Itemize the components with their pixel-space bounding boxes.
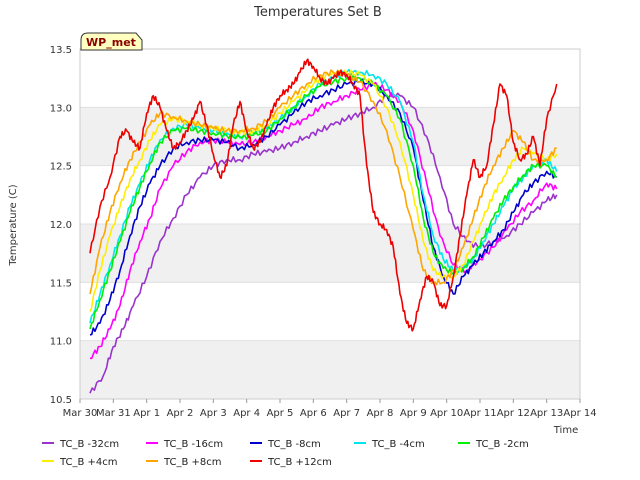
y-axis-ticks: 10.5 11.0 11.5 12.0 12.5 13.0 13.5 bbox=[50, 45, 72, 406]
series-lines bbox=[89, 58, 558, 394]
chart-title: Temperatures Set B bbox=[253, 5, 382, 20]
wp-met-badge: WP_met bbox=[80, 32, 143, 51]
series-line-8 bbox=[89, 58, 558, 332]
grid-band bbox=[80, 224, 580, 283]
legend-entry: TC_B +12cm bbox=[267, 457, 332, 468]
legend-entry: TC_B +8cm bbox=[163, 457, 222, 468]
series-line-5 bbox=[89, 74, 558, 330]
x-axis-label: Time bbox=[553, 425, 578, 436]
badge-label: WP_met bbox=[86, 36, 136, 49]
x-tick-label: Apr 2 bbox=[167, 408, 194, 419]
y-tick-label: 10.5 bbox=[50, 395, 72, 406]
x-tick-label: Mar 30 bbox=[63, 408, 98, 419]
x-tick-label: Apr 5 bbox=[267, 408, 294, 419]
x-tick-label: Apr 9 bbox=[400, 408, 427, 419]
x-tick-label: Apr 4 bbox=[233, 408, 260, 419]
series-line-3 bbox=[89, 78, 558, 336]
y-tick-label: 11.0 bbox=[50, 337, 72, 348]
x-tick-label: Apr 3 bbox=[200, 408, 227, 419]
plot-frame bbox=[79, 48, 581, 400]
x-tick-label: Apr 6 bbox=[300, 408, 327, 419]
legend-entry: TC_B -16cm bbox=[163, 439, 223, 450]
x-tick-label: Apr 13 bbox=[530, 408, 563, 419]
x-tick-label: Apr 8 bbox=[367, 408, 394, 419]
x-tick-label: Mar 31 bbox=[96, 408, 131, 419]
x-tick-label: Apr 14 bbox=[563, 408, 596, 419]
grid-band bbox=[80, 340, 580, 399]
legend-entry: TC_B -8cm bbox=[267, 439, 321, 450]
y-tick-label: 12.0 bbox=[50, 220, 72, 231]
x-tick-label: Apr 12 bbox=[497, 408, 530, 419]
series-line-7 bbox=[89, 69, 557, 295]
legend-entry: TC_B -2cm bbox=[475, 439, 529, 450]
y-tick-label: 12.5 bbox=[50, 162, 72, 173]
y-tick-label: 13.5 bbox=[50, 45, 72, 56]
x-tick-label: Apr 10 bbox=[430, 408, 463, 419]
legend-entry: TC_B -4cm bbox=[371, 439, 425, 450]
x-tick-label: Apr 11 bbox=[463, 408, 496, 419]
legend-entry: TC_B -32cm bbox=[59, 439, 119, 450]
y-axis-label: Temperature (C) bbox=[8, 184, 19, 266]
grid-band bbox=[80, 107, 580, 166]
legend-entry: TC_B +4cm bbox=[59, 457, 118, 468]
x-tick-label: Apr 7 bbox=[333, 408, 360, 419]
x-tick-label: Apr 1 bbox=[133, 408, 160, 419]
legend: TC_B -32cm TC_B -16cm TC_B -8cm TC_B -4cm TC… bbox=[42, 439, 529, 468]
y-tick-label: 13.0 bbox=[50, 103, 72, 114]
y-tick-label: 11.5 bbox=[50, 278, 72, 289]
